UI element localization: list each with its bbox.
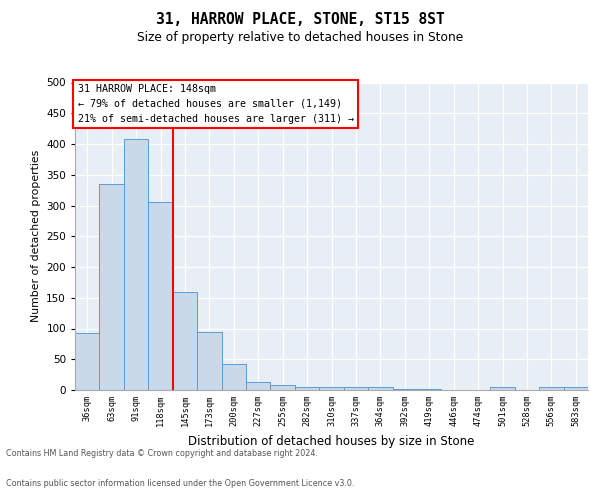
Y-axis label: Number of detached properties: Number of detached properties (31, 150, 41, 322)
Text: 31, HARROW PLACE, STONE, ST15 8ST: 31, HARROW PLACE, STONE, ST15 8ST (155, 12, 445, 27)
Bar (392, 389, 417, 390)
Bar (246, 382, 271, 390)
Bar (148, 202, 173, 390)
Text: 31 HARROW PLACE: 148sqm
← 79% of detached houses are smaller (1,149)
21% of semi: 31 HARROW PLACE: 148sqm ← 79% of detache… (77, 84, 353, 124)
Bar (173, 292, 197, 390)
Text: Contains public sector information licensed under the Open Government Licence v3: Contains public sector information licen… (6, 478, 355, 488)
Bar (319, 387, 344, 390)
Bar (100, 184, 124, 390)
Bar (75, 333, 100, 390)
Text: Size of property relative to detached houses in Stone: Size of property relative to detached ho… (137, 31, 463, 44)
X-axis label: Distribution of detached houses by size in Stone: Distribution of detached houses by size … (188, 434, 475, 448)
Bar (295, 387, 319, 390)
Bar (417, 389, 442, 390)
Bar (539, 387, 563, 390)
Bar (197, 332, 221, 390)
Bar (490, 387, 515, 390)
Bar (368, 387, 392, 390)
Bar (221, 364, 246, 390)
Text: Contains HM Land Registry data © Crown copyright and database right 2024.: Contains HM Land Registry data © Crown c… (6, 448, 318, 458)
Bar (563, 387, 588, 390)
Bar (271, 385, 295, 390)
Bar (124, 139, 148, 390)
Bar (344, 387, 368, 390)
